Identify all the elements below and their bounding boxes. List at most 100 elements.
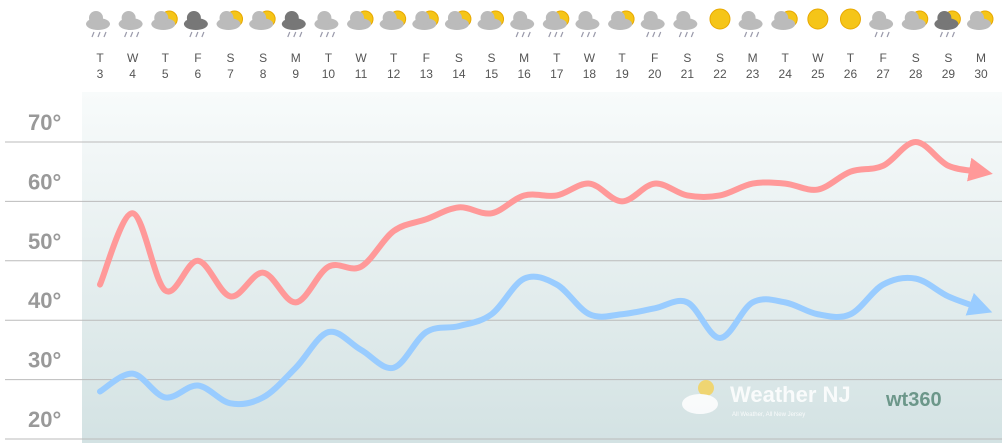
- weather-icon: [347, 10, 374, 30]
- weather-icon: [839, 8, 861, 30]
- rain: [646, 31, 650, 38]
- cloud: [741, 11, 756, 25]
- weather-icon: [869, 11, 894, 38]
- cloud: [415, 11, 430, 25]
- series-line: [97, 273, 993, 408]
- x-tick-label: S: [716, 51, 724, 65]
- rain: [592, 31, 597, 38]
- rain: [299, 31, 303, 38]
- x-tick-label: 26: [844, 67, 858, 81]
- cloud: [970, 11, 984, 25]
- x-tick-label: S: [455, 51, 463, 65]
- rain: [515, 31, 519, 38]
- weather-icon: [249, 10, 276, 30]
- rain: [189, 31, 193, 38]
- rain: [319, 31, 323, 38]
- x-tick-label: 9: [292, 67, 299, 81]
- rain: [678, 31, 682, 38]
- cloud: [121, 11, 136, 25]
- cloud: [219, 11, 234, 25]
- rain: [136, 31, 140, 38]
- x-tick-label: 5: [162, 67, 169, 81]
- x-tick-label: 13: [420, 67, 434, 81]
- cloud: [937, 11, 952, 25]
- weather-icon: [412, 10, 439, 30]
- x-tick-label: F: [423, 51, 430, 65]
- rain: [527, 31, 531, 38]
- rain: [886, 31, 890, 38]
- x-tick-label: 3: [97, 67, 104, 81]
- weather-icon: [608, 10, 635, 30]
- cloud: [578, 11, 593, 25]
- rain: [97, 31, 101, 38]
- x-tick-label: W: [812, 51, 824, 65]
- x-tick-label: M: [291, 51, 301, 65]
- x-tick-label: S: [683, 51, 691, 65]
- rain: [874, 31, 878, 38]
- rain: [658, 31, 662, 38]
- cloud: [513, 11, 528, 25]
- weather-icon: [118, 11, 143, 38]
- y-tick-label: 30°: [28, 348, 61, 373]
- x-tick-label: 19: [615, 67, 629, 81]
- rain: [756, 31, 760, 38]
- weather-icon: [934, 10, 961, 38]
- x-tick-label: F: [651, 51, 658, 65]
- cloud: [545, 11, 560, 25]
- cloud: [480, 11, 495, 25]
- x-tick-label: S: [488, 51, 496, 65]
- rain: [554, 31, 558, 38]
- x-tick-label: T: [96, 51, 104, 65]
- weather-icon: [151, 10, 178, 30]
- x-tick-label: 17: [550, 67, 564, 81]
- x-tick-label: 20: [648, 67, 662, 81]
- x-tick-label: W: [127, 51, 139, 65]
- cloud: [317, 11, 332, 25]
- x-tick-label: S: [227, 51, 235, 65]
- rain: [124, 31, 128, 38]
- cloud: [154, 11, 169, 25]
- x-tick-label: W: [355, 51, 367, 65]
- x-tick-label: 18: [583, 67, 597, 81]
- weather-icon: [281, 11, 306, 38]
- x-tick-label: T: [782, 51, 790, 65]
- rain: [560, 31, 564, 38]
- weather-icon: [379, 10, 407, 30]
- rain: [580, 31, 585, 38]
- x-tick-label: 30: [974, 67, 988, 81]
- weather-icon: [640, 11, 665, 38]
- weather-icon: [183, 11, 208, 38]
- x-tick-label: F: [194, 51, 201, 65]
- weather-icon: [771, 10, 798, 30]
- x-tick-label: 15: [485, 67, 499, 81]
- tagline: All Weather, All New Jersey: [732, 412, 805, 418]
- x-tick-label: S: [944, 51, 952, 65]
- partner: wt360: [885, 389, 942, 411]
- x-tick-label: 8: [260, 67, 267, 81]
- series-line: [97, 138, 993, 306]
- y-tick-label: 20°: [28, 407, 61, 432]
- rain: [684, 31, 688, 38]
- weather-icon: [86, 11, 110, 38]
- x-tick-label: 16: [518, 67, 532, 81]
- rain: [201, 31, 205, 38]
- rain: [293, 31, 297, 38]
- x-tick-label: S: [259, 51, 267, 65]
- sun: [807, 8, 829, 30]
- weather-icon: [542, 10, 570, 38]
- weather-icon: [709, 8, 731, 30]
- x-tick-label: 10: [322, 67, 336, 81]
- weather-icon: [314, 11, 339, 38]
- x-tick-label: 28: [909, 67, 923, 81]
- cloud: [89, 11, 103, 25]
- cloud: [774, 11, 789, 25]
- weather-icon: [575, 11, 600, 38]
- x-tick-label: 27: [876, 67, 890, 81]
- rain: [939, 31, 943, 38]
- cloud: [350, 11, 365, 25]
- cloud: [676, 11, 691, 25]
- cloud: [447, 11, 462, 25]
- x-tick-label: 23: [746, 67, 760, 81]
- x-tick-label: 29: [942, 67, 956, 81]
